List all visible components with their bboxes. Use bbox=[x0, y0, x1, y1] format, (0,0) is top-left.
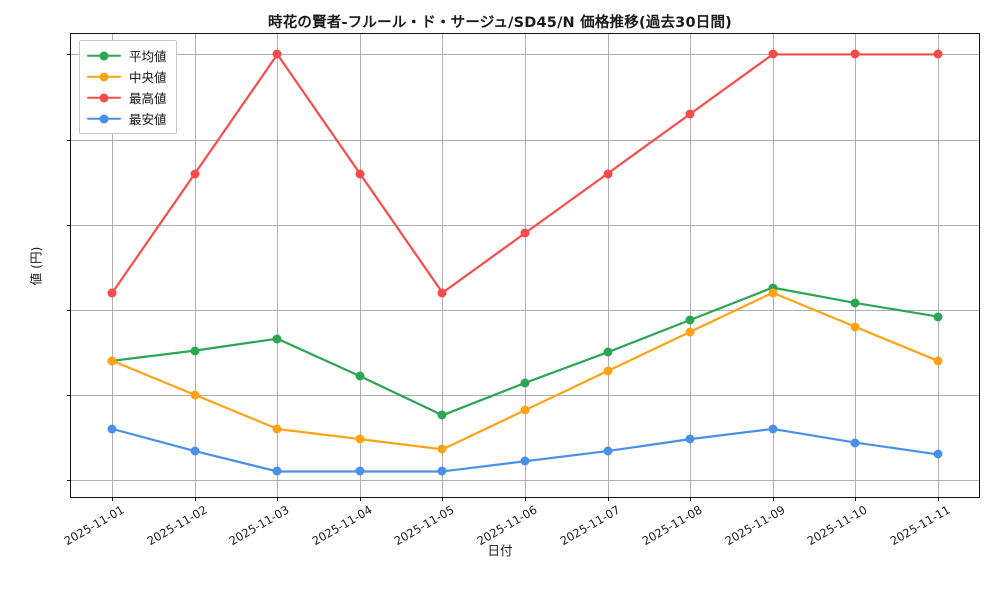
gridline-vertical bbox=[855, 34, 857, 497]
data-point bbox=[355, 434, 365, 444]
x-axis-tick-mark bbox=[359, 497, 361, 501]
y-axis-tick-mark bbox=[67, 479, 71, 481]
gridline-vertical bbox=[937, 34, 939, 497]
gridline-vertical bbox=[607, 34, 609, 497]
data-point bbox=[933, 449, 943, 459]
legend-label: 中央値 bbox=[129, 70, 167, 85]
data-point bbox=[603, 347, 613, 357]
data-point bbox=[603, 446, 613, 456]
data-point bbox=[272, 424, 282, 434]
data-point bbox=[685, 327, 695, 337]
data-point bbox=[768, 283, 778, 293]
legend-item-1[interactable]: 中央値 bbox=[87, 67, 167, 86]
gridline-vertical bbox=[772, 34, 774, 497]
series-line-1 bbox=[111, 291, 939, 451]
x-axis-tick-mark bbox=[112, 497, 114, 501]
gridline-vertical bbox=[277, 34, 279, 497]
data-point bbox=[685, 109, 695, 119]
data-point bbox=[272, 49, 282, 59]
data-point bbox=[933, 356, 943, 366]
data-point bbox=[603, 169, 613, 179]
legend-item-3[interactable]: 最安値 bbox=[87, 109, 167, 128]
data-point bbox=[272, 466, 282, 476]
data-point bbox=[933, 312, 943, 322]
series-lines bbox=[111, 53, 939, 473]
gridline-vertical bbox=[359, 34, 361, 497]
x-axis-tick-mark bbox=[194, 497, 196, 501]
data-point bbox=[850, 322, 860, 332]
data-point bbox=[520, 228, 530, 238]
gridline-vertical bbox=[112, 34, 114, 497]
data-point bbox=[190, 346, 200, 356]
y-axis-tick-mark bbox=[67, 224, 71, 226]
data-point bbox=[850, 49, 860, 59]
data-point bbox=[520, 456, 530, 466]
data-point bbox=[355, 169, 365, 179]
data-point bbox=[107, 356, 117, 366]
chart-legend: 平均値中央値最高値最安値 bbox=[79, 40, 177, 134]
y-axis-tick-mark bbox=[67, 394, 71, 396]
x-axis-tick-mark bbox=[442, 497, 444, 501]
data-point bbox=[355, 371, 365, 381]
data-point bbox=[933, 49, 943, 59]
data-layer bbox=[71, 34, 979, 497]
data-point bbox=[520, 378, 530, 388]
data-point bbox=[850, 298, 860, 308]
data-point bbox=[437, 410, 447, 420]
x-axis-tick-mark bbox=[855, 497, 857, 501]
gridline-vertical bbox=[525, 34, 526, 497]
data-point bbox=[520, 405, 530, 415]
data-point bbox=[355, 466, 365, 476]
legend-swatch-icon bbox=[87, 70, 121, 84]
legend-swatch-icon bbox=[87, 112, 121, 126]
data-point bbox=[190, 390, 200, 400]
data-point bbox=[437, 288, 447, 298]
gridline-vertical bbox=[690, 34, 692, 497]
y-axis-label: 値 (円) bbox=[28, 246, 44, 285]
gridline-vertical bbox=[194, 34, 196, 497]
x-axis-tick-mark bbox=[525, 497, 526, 501]
gridline-vertical bbox=[442, 34, 444, 497]
data-point bbox=[768, 288, 778, 298]
grid-layer bbox=[71, 34, 979, 497]
legend-item-0[interactable]: 平均値 bbox=[87, 46, 167, 65]
x-axis-tick-mark bbox=[690, 497, 692, 501]
legend-item-2[interactable]: 最高値 bbox=[87, 88, 167, 107]
x-axis-tick-mark bbox=[607, 497, 609, 501]
y-axis-tick-mark bbox=[67, 309, 71, 311]
data-point bbox=[850, 438, 860, 448]
data-point bbox=[768, 49, 778, 59]
data-point bbox=[685, 315, 695, 325]
x-axis-tick-mark bbox=[772, 497, 774, 501]
data-point bbox=[603, 366, 613, 376]
data-point bbox=[107, 288, 117, 298]
legend-swatch-icon bbox=[87, 49, 121, 63]
legend-label: 最安値 bbox=[129, 112, 167, 127]
data-point bbox=[272, 334, 282, 344]
data-point bbox=[190, 169, 200, 179]
data-point bbox=[107, 424, 117, 434]
x-axis-label: 日付 bbox=[487, 543, 513, 558]
data-point bbox=[768, 424, 778, 434]
chart-title: 時花の賢者-フルール・ド・サージュ/SD45/N 価格推移(過去30日間) bbox=[268, 15, 732, 31]
legend-label: 平均値 bbox=[129, 49, 167, 64]
data-point bbox=[437, 466, 447, 476]
legend-swatch-icon bbox=[87, 91, 121, 105]
series-line-2 bbox=[111, 53, 939, 294]
legend-label: 最高値 bbox=[129, 91, 167, 106]
data-point bbox=[190, 446, 200, 456]
x-axis-tick-mark bbox=[277, 497, 279, 501]
plot-area: 値 (円) 50100150200250300 bbox=[29, 33, 980, 501]
data-point bbox=[437, 444, 447, 454]
series-line-0 bbox=[111, 286, 939, 417]
y-axis-tick-mark bbox=[67, 139, 71, 141]
x-axis-tick-mark bbox=[937, 497, 939, 501]
data-point bbox=[685, 434, 695, 444]
y-axis-tick-mark bbox=[67, 54, 71, 56]
